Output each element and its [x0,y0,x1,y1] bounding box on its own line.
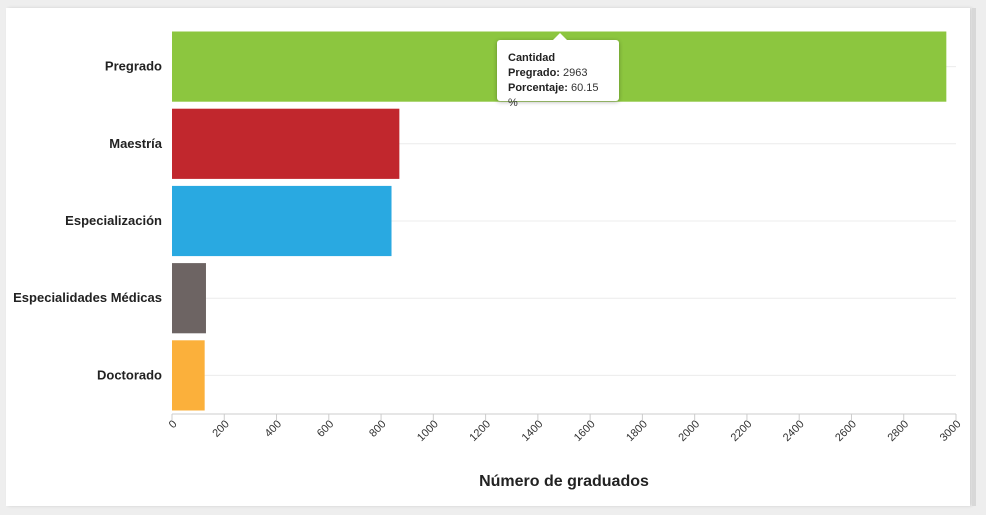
bar-especialidades-médicas[interactable] [172,263,206,334]
x-tick-label: 2000 [676,418,702,444]
category-label: Doctorado [97,367,162,382]
x-axis-title: Número de graduados [479,473,649,490]
tooltip-title: Cantidad [508,52,556,64]
x-tick-label: 1600 [572,418,598,444]
x-tick-label: 2600 [833,418,859,444]
tooltip-row-category: Pregrado: 2963 [508,66,609,81]
tooltip-percent-value: 60.15 % [508,82,599,109]
category-label: Especialidades Médicas [13,290,162,305]
tooltip-category-label: Pregrado: [508,67,560,79]
category-labels: Pregrado Maestría Especialización Especiali… [13,59,163,383]
tooltip-percent-label: Porcentaje: [508,82,568,94]
bar-especialización[interactable] [172,185,392,257]
x-tick-label: 2400 [781,418,807,444]
tooltip-row-percent: Porcentaje: 60.15 % [508,81,609,111]
x-tick-label: 2200 [729,418,755,444]
category-label: Maestría [109,136,163,151]
tooltip-category-value: 2963 [563,67,588,79]
x-tick-label: 600 [315,418,336,439]
category-label: Especialización [65,213,162,228]
x-tick-label: 0 [167,418,180,431]
x-tick-label: 1400 [520,418,546,444]
x-tick-label: 400 [263,418,284,439]
x-tick-label: 1000 [415,418,441,444]
x-axis: 0 200 400 600 800 1000 1200 1400 1600 1800 2000 220… [167,413,964,444]
x-tick-label: 200 [210,418,231,439]
x-tick-label: 1800 [624,418,650,444]
x-tick-label: 3000 [938,418,964,444]
scrollbar[interactable] [972,8,976,506]
x-tick-label: 800 [367,418,388,439]
tooltip: Cantidad Pregrado: 2963 Porcentaje: 60.1… [497,33,619,109]
x-tick-label: 1200 [467,418,493,444]
category-label: Pregrado [105,59,162,74]
bar-maestría[interactable] [172,108,400,179]
x-tick-label: 2800 [885,418,911,444]
bar-doctorado[interactable] [172,340,205,411]
